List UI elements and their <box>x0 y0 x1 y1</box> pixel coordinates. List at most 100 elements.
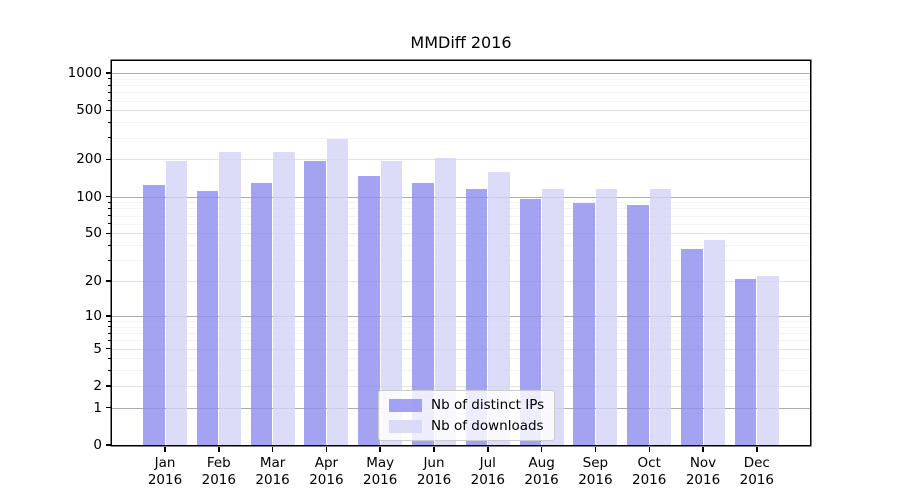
y-tick-mark-minor-6 <box>107 339 111 341</box>
y-tick-mark-minor-30 <box>107 259 111 261</box>
y-gridline-minor-80 <box>112 208 810 210</box>
y-tick-label-2: 2 <box>93 377 102 394</box>
y-tick-label-10: 10 <box>84 307 102 324</box>
y-gridline-100 <box>112 196 810 198</box>
bar-downloads-apr <box>326 138 349 445</box>
x-tick-label-oct: Oct 2016 <box>619 455 679 489</box>
y-gridline-minor-30 <box>112 260 810 262</box>
y-tick-mark-1000 <box>105 72 111 74</box>
y-tick-mark-minor-40 <box>107 244 111 246</box>
bar-downloads-may <box>380 161 403 445</box>
x-tick-label-jul: Jul 2016 <box>458 455 518 489</box>
x-tick-label-month: Jul <box>479 455 496 471</box>
y-gridline-200 <box>112 159 810 161</box>
x-tick-label-year: 2016 <box>685 472 721 488</box>
y-gridline-1000 <box>112 73 810 74</box>
y-tick-mark-minor-7 <box>107 332 111 334</box>
y-gridline-500 <box>112 110 810 112</box>
y-tick-label-500: 500 <box>76 102 102 119</box>
bar-distinct-ips-jul <box>465 188 488 445</box>
x-tick-label-may: May 2016 <box>350 455 410 489</box>
y-gridline-minor-8 <box>112 326 810 328</box>
y-tick-mark-0 <box>105 444 111 446</box>
y-tick-mark-minor-600 <box>107 100 111 101</box>
x-tick-label-jun: Jun 2016 <box>404 455 464 489</box>
y-tick-mark-20 <box>105 280 111 282</box>
y-gridline-minor-70 <box>112 215 810 217</box>
x-tick-mark-nov <box>702 447 704 452</box>
bar-distinct-ips-jan <box>143 184 165 445</box>
x-tick-label-year: 2016 <box>470 472 505 488</box>
x-tick-mark-may <box>379 447 381 452</box>
y-tick-mark-minor-900 <box>107 78 111 80</box>
y-gridline-2 <box>112 385 810 387</box>
x-tick-label-sep: Sep 2016 <box>565 455 625 489</box>
y-gridline-minor-6 <box>112 340 810 342</box>
x-tick-label-apr: Apr 2016 <box>296 455 356 489</box>
bar-downloads-feb <box>219 152 241 445</box>
bar-downloads-jul <box>488 172 510 445</box>
bar-distinct-ips-mar <box>250 182 273 445</box>
y-gridline-10 <box>112 315 810 317</box>
legend-item-distinct-ips: Nb of distinct IPs <box>389 396 544 414</box>
legend-swatch-distinct-ips <box>389 398 422 412</box>
y-tick-label-1000: 1000 <box>67 65 102 81</box>
x-tick-label-month: Dec <box>743 455 770 471</box>
plot-area <box>112 61 810 445</box>
y-gridline-minor-400 <box>112 122 810 124</box>
bar-downloads-jun <box>434 158 456 445</box>
y-gridline-minor-800 <box>112 85 810 86</box>
x-tick-label-year: 2016 <box>524 472 559 488</box>
y-tick-mark-5 <box>105 347 111 350</box>
y-gridline-minor-7 <box>112 333 810 334</box>
x-tick-label-month: Sep <box>582 455 609 471</box>
y-tick-mark-500 <box>105 109 111 111</box>
x-tick-label-feb: Feb 2016 <box>189 455 249 489</box>
x-tick-label-year: 2016 <box>201 472 236 488</box>
legend-item-downloads: Nb of downloads <box>389 417 544 435</box>
y-gridline-minor-90 <box>112 202 810 204</box>
y-gridline-50 <box>112 233 810 235</box>
y-tick-mark-100 <box>105 195 111 198</box>
bar-downloads-sep <box>595 189 618 445</box>
y-tick-mark-200 <box>105 158 111 161</box>
x-tick-mark-jun <box>433 447 435 452</box>
y-tick-mark-minor-400 <box>107 121 111 123</box>
y-gridline-minor-4 <box>112 358 810 360</box>
x-tick-label-jan: Jan 2016 <box>135 455 195 489</box>
bar-downloads-nov <box>703 240 725 445</box>
y-tick-mark-minor-700 <box>107 91 111 93</box>
x-tick-label-month: Jan <box>154 455 176 471</box>
y-tick-mark-1 <box>105 406 111 409</box>
bar-downloads-mar <box>273 151 295 445</box>
y-tick-mark-minor-80 <box>107 207 111 209</box>
y-gridline-minor-300 <box>112 137 810 139</box>
y-tick-mark-minor-4 <box>107 357 111 359</box>
y-tick-mark-minor-60 <box>107 223 111 225</box>
x-tick-mark-feb <box>218 447 220 452</box>
x-tick-label-month: Jun <box>423 455 445 471</box>
y-tick-mark-10 <box>105 315 111 317</box>
y-tick-mark-50 <box>105 232 111 234</box>
y-tick-mark-minor-300 <box>107 137 111 139</box>
bar-distinct-ips-jun <box>412 182 434 445</box>
bar-distinct-ips-sep <box>573 202 595 445</box>
x-tick-mark-sep <box>594 447 597 452</box>
bar-downloads-oct <box>649 189 672 445</box>
y-tick-label-200: 200 <box>76 151 102 168</box>
y-tick-mark-minor-70 <box>107 215 111 216</box>
x-tick-label-year: 2016 <box>416 472 452 488</box>
y-gridline-minor-3 <box>112 370 810 372</box>
y-tick-mark-minor-3 <box>107 369 111 371</box>
x-tick-mark-apr <box>325 447 328 452</box>
x-tick-mark-mar <box>271 447 274 452</box>
x-tick-mark-aug <box>540 447 543 452</box>
x-tick-label-year: 2016 <box>255 472 290 488</box>
x-tick-label-month: May <box>366 455 395 471</box>
chart-title: MMDiff 2016 <box>410 33 512 52</box>
x-tick-label-nov: Nov 2016 <box>673 455 733 489</box>
x-tick-label-year: 2016 <box>147 472 183 488</box>
bar-distinct-ips-aug <box>519 199 542 445</box>
x-tick-label-month: Oct <box>637 455 661 471</box>
